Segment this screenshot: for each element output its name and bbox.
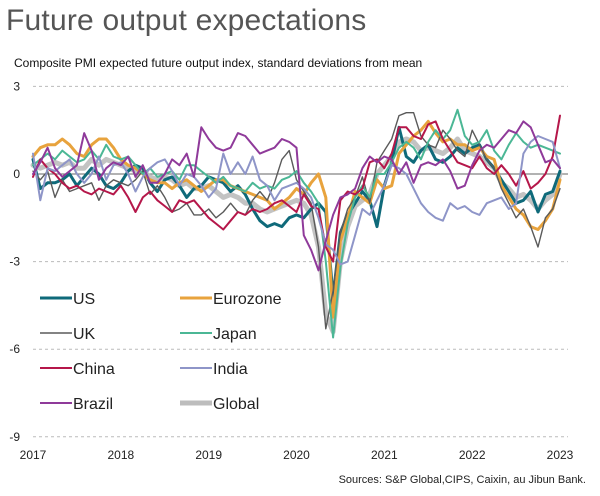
y-axis-ticks: 3 0 -3 -6 -9 [9,79,20,443]
y-tick-label: -9 [9,430,20,444]
y-tick-label: -6 [9,342,20,356]
legend-label-india: India [213,361,248,378]
legend: US Eurozone UK Japan China India Brazil Global [40,291,282,413]
series-line-brazil [32,120,561,272]
gridlines [33,85,568,438]
legend-label-japan: Japan [213,326,257,343]
source-note: Sources: S&P Global,CIPS, Caixin, au Jib… [338,474,586,486]
legend-label-eurozone: Eurozone [213,291,282,308]
x-tick-label: 2018 [107,448,134,462]
legend-label-us: US [73,291,95,308]
legend-label-global: Global [213,396,259,413]
x-axis-ticks: 2017 2018 2019 2020 2021 2022 2023 [20,448,574,462]
legend-label-uk: UK [73,326,96,343]
y-tick-label: 0 [13,167,20,181]
x-tick-label: 2023 [547,448,574,462]
x-tick-label: 2021 [371,448,398,462]
x-tick-label: 2020 [283,448,310,462]
chart-subtitle: Composite PMI expected future output ind… [14,56,423,70]
x-tick-label: 2019 [195,448,222,462]
series-lines [30,108,563,339]
legend-label-brazil: Brazil [73,396,113,413]
x-tick-label: 2017 [20,448,47,462]
chart-title: Future output expectations [6,4,367,37]
x-tick-label: 2022 [459,448,486,462]
legend-label-china: China [73,361,115,378]
series-line-india [32,135,561,266]
series-line-japan [32,108,561,339]
series-line-china [32,114,561,263]
y-tick-label: -3 [9,255,20,269]
series-line-uk [32,111,561,330]
y-tick-label: 3 [13,79,20,93]
